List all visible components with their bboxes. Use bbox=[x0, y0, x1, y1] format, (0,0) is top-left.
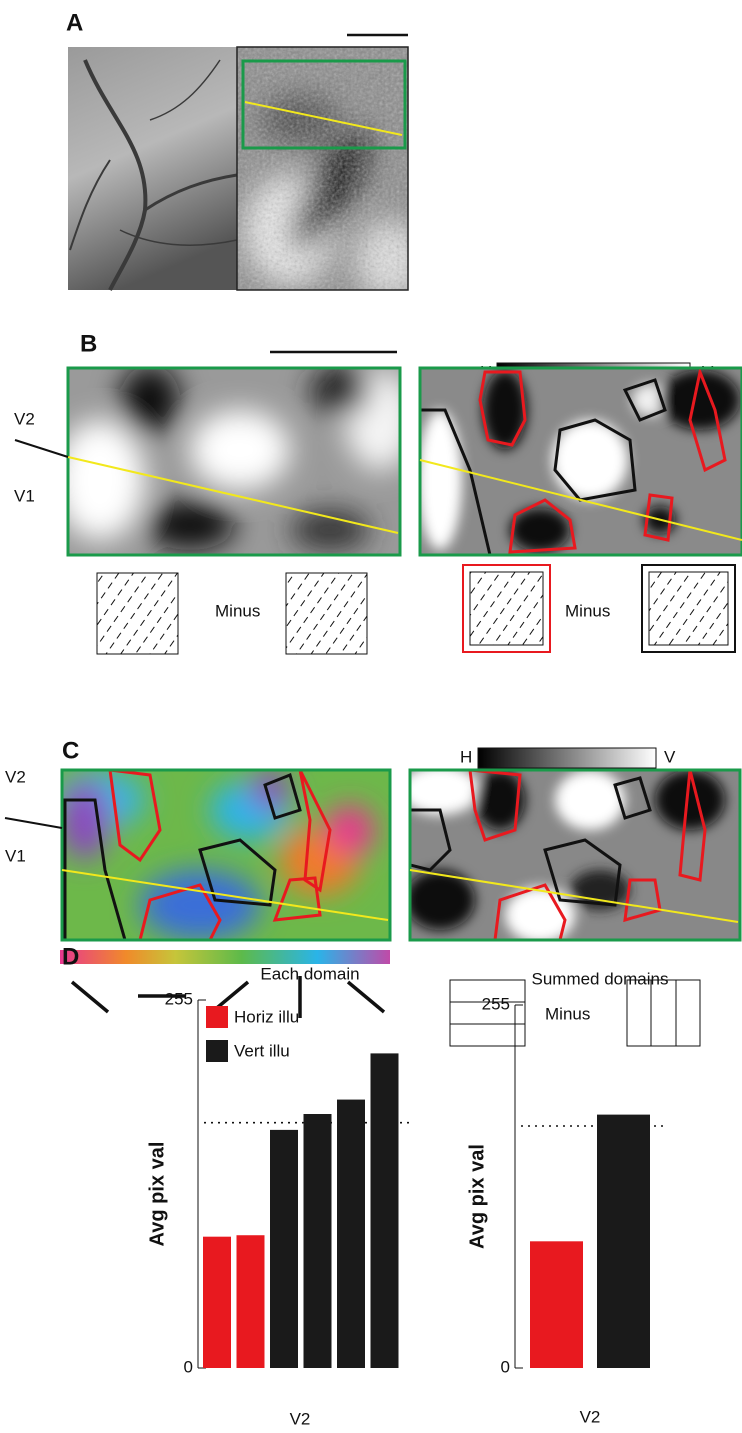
bar-charts: Each domain 0 255 Avg pix val V2 Horiz illu Ve… bbox=[146, 964, 668, 1428]
area-label: V2 bbox=[14, 409, 35, 428]
orientation-colorbar bbox=[60, 950, 390, 964]
colorbar bbox=[477, 747, 657, 769]
bar bbox=[203, 1236, 231, 1368]
bar bbox=[303, 1114, 332, 1368]
panel-label: A bbox=[66, 9, 83, 36]
bar bbox=[270, 1129, 298, 1368]
colorbar-label: V bbox=[664, 747, 676, 766]
y-tick-label: 0 bbox=[184, 1357, 193, 1376]
panel-label: C bbox=[62, 737, 79, 764]
border-line bbox=[244, 101, 403, 136]
area-label: V1 bbox=[5, 846, 26, 865]
legend-swatch bbox=[206, 1040, 228, 1062]
bar bbox=[370, 1053, 399, 1368]
bar bbox=[530, 1241, 583, 1368]
colorbar-label: H bbox=[460, 747, 472, 766]
bar bbox=[337, 1099, 365, 1368]
map-image bbox=[68, 368, 400, 555]
map-image bbox=[410, 770, 740, 940]
area-label: V1 bbox=[14, 486, 35, 505]
map-image bbox=[237, 47, 408, 290]
minus-label: Minus bbox=[545, 1004, 590, 1023]
minus-label: Minus bbox=[215, 601, 260, 620]
legend-label: Vert illu bbox=[234, 1041, 290, 1060]
vessel-image bbox=[68, 47, 237, 290]
legend-swatch bbox=[206, 1006, 228, 1028]
orientation-map bbox=[62, 770, 390, 940]
panel-label: D bbox=[62, 943, 79, 970]
chart-title: Summed domains bbox=[531, 969, 668, 988]
y-axis-label: Avg pix val bbox=[466, 1144, 488, 1249]
y-tick-label: 255 bbox=[165, 989, 193, 1008]
y-tick-label: 0 bbox=[501, 1357, 510, 1376]
legend-label: Horiz illu bbox=[234, 1007, 299, 1026]
x-axis-label: V2 bbox=[580, 1407, 601, 1426]
stimulus-icons bbox=[96, 564, 736, 655]
y-axis-label: Avg pix val bbox=[146, 1142, 168, 1247]
x-axis-label: V2 bbox=[290, 1409, 311, 1428]
y-tick-label: 255 bbox=[482, 994, 510, 1013]
map-image bbox=[420, 368, 742, 555]
area-label: V2 bbox=[5, 767, 26, 786]
roi-box bbox=[241, 59, 407, 150]
bar bbox=[236, 1235, 265, 1368]
vessels bbox=[69, 59, 238, 291]
bar bbox=[597, 1114, 650, 1368]
chart-title: Each domain bbox=[260, 964, 359, 983]
grating-icons bbox=[449, 979, 701, 1047]
panel-label: B bbox=[80, 330, 97, 357]
minus-label: Minus bbox=[565, 601, 610, 620]
